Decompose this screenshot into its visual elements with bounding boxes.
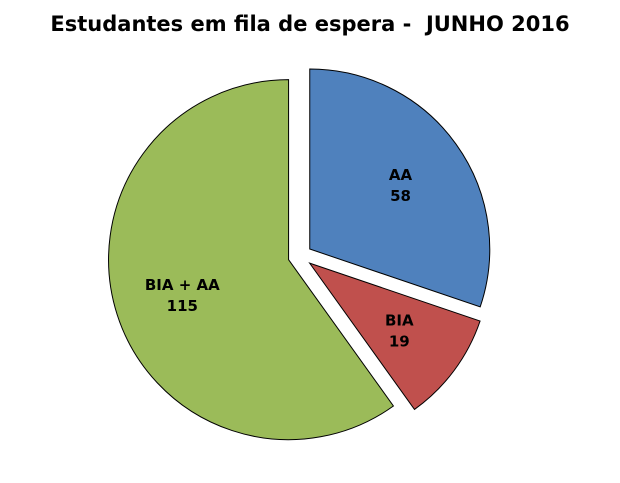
pie-slice-bia (308, 262, 481, 411)
pie-slice-bia-aa (108, 79, 395, 441)
pie-label-aa: AA 58 (389, 166, 413, 205)
pie-label-bia-aa: BIA + AA 115 (145, 276, 220, 315)
chart-title: Estudantes em fila de espera - JUNHO 201… (50, 12, 570, 36)
pie-label-bia: BIA 19 (385, 312, 414, 351)
pie-chart: AA 58 BIA 19 BIA + AA 115 (108, 68, 491, 441)
pie-slice-aa (309, 68, 491, 308)
